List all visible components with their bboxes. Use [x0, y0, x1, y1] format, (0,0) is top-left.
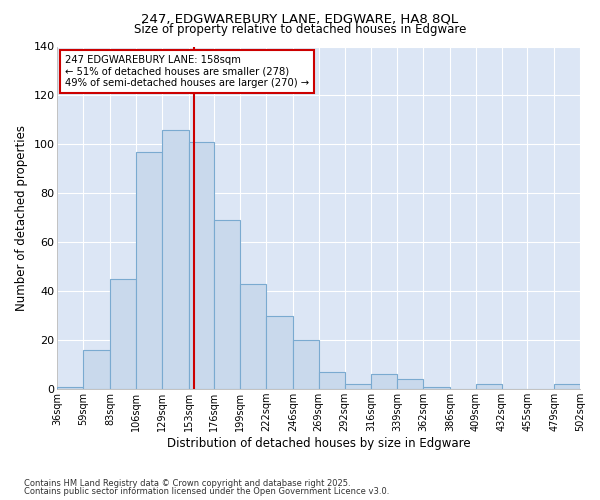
- Bar: [554, 384, 580, 389]
- Bar: [423, 386, 450, 389]
- Bar: [266, 316, 293, 389]
- Bar: [110, 279, 136, 389]
- Bar: [214, 220, 240, 389]
- Text: Contains public sector information licensed under the Open Government Licence v3: Contains public sector information licen…: [24, 487, 389, 496]
- Bar: [83, 350, 110, 389]
- Y-axis label: Number of detached properties: Number of detached properties: [15, 125, 28, 311]
- Bar: [162, 130, 188, 389]
- Bar: [58, 386, 83, 389]
- Text: 247, EDGWAREBURY LANE, EDGWARE, HA8 8QL: 247, EDGWAREBURY LANE, EDGWARE, HA8 8QL: [142, 12, 458, 26]
- Bar: [476, 384, 502, 389]
- Bar: [136, 152, 162, 389]
- Bar: [371, 374, 397, 389]
- Bar: [397, 380, 423, 389]
- Bar: [240, 284, 266, 389]
- Bar: [293, 340, 319, 389]
- X-axis label: Distribution of detached houses by size in Edgware: Distribution of detached houses by size …: [167, 437, 470, 450]
- Text: 247 EDGWAREBURY LANE: 158sqm
← 51% of detached houses are smaller (278)
49% of s: 247 EDGWAREBURY LANE: 158sqm ← 51% of de…: [65, 55, 310, 88]
- Text: Size of property relative to detached houses in Edgware: Size of property relative to detached ho…: [134, 22, 466, 36]
- Bar: [319, 372, 344, 389]
- Text: Contains HM Land Registry data © Crown copyright and database right 2025.: Contains HM Land Registry data © Crown c…: [24, 478, 350, 488]
- Bar: [344, 384, 371, 389]
- Bar: [188, 142, 214, 389]
